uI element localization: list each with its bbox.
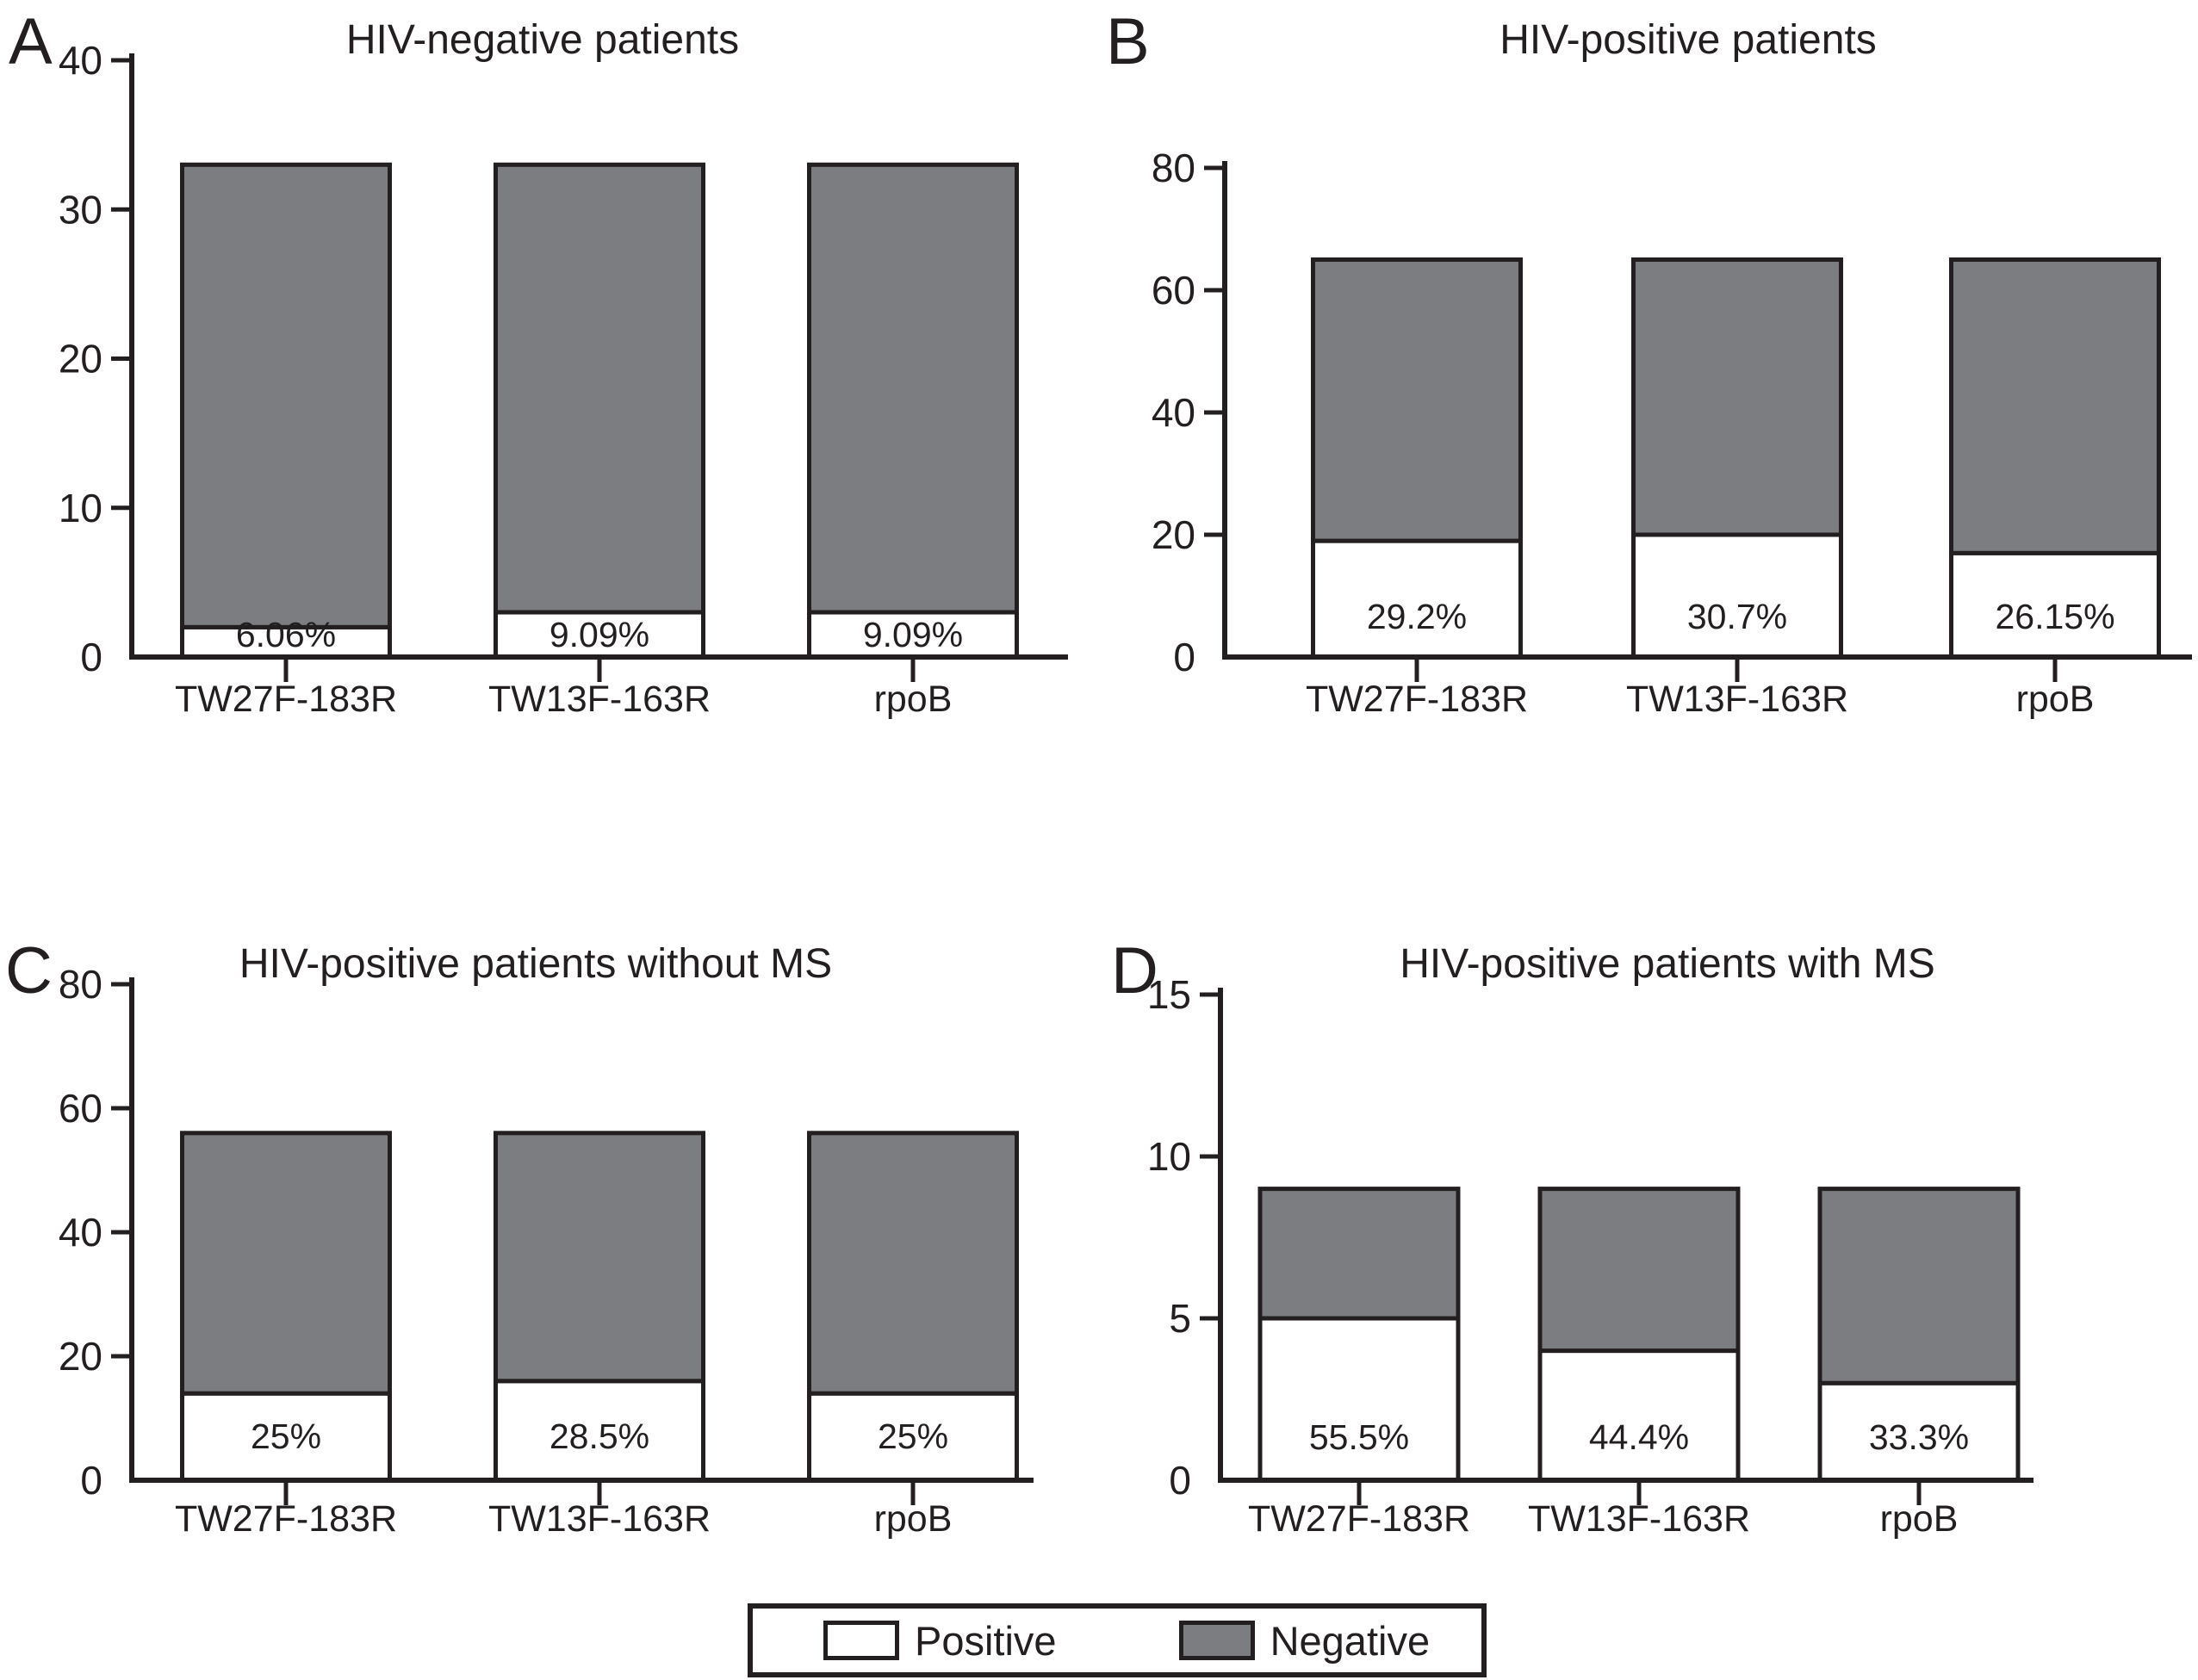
category-label: rpoB xyxy=(874,679,953,720)
bar-segment-positive xyxy=(1257,1316,1461,1483)
panel-d-chart: D HIV-positive patients with MS 0 5 10 15 TW27… xyxy=(1111,934,2033,1540)
bar-segment-negative xyxy=(807,162,1019,615)
bar-percentage-label: 9.09% xyxy=(550,615,649,654)
chart-title: HIV-positive patients xyxy=(1499,17,1877,63)
category-label: rpoB xyxy=(2016,679,2095,720)
y-tick-label: 10 xyxy=(59,486,102,530)
panel-letter: D xyxy=(1111,934,1158,1007)
bar-percentage-label: 28.5% xyxy=(550,1417,649,1456)
bar-segment-negative xyxy=(1817,1187,2021,1386)
bar-segment-negative xyxy=(1311,257,1523,543)
y-tick-label: 80 xyxy=(59,962,102,1007)
bar-segment-positive xyxy=(1537,1348,1741,1483)
panel-letter: A xyxy=(9,5,53,78)
y-tick-label: 40 xyxy=(59,38,102,83)
bar-percentage-label: 44.4% xyxy=(1589,1417,1689,1457)
bar-percentage-label: 9.09% xyxy=(863,615,963,654)
y-tick-label: 30 xyxy=(59,187,102,232)
bar-segment-negative xyxy=(1537,1187,1741,1354)
legend-swatch-positive-icon xyxy=(823,1621,899,1660)
category-label: TW27F-183R xyxy=(175,679,397,720)
y-tick-label: 60 xyxy=(59,1086,102,1131)
y-tick-label: 0 xyxy=(80,635,102,679)
y-tick-label: 0 xyxy=(80,1458,102,1503)
panel-letter: B xyxy=(1106,5,1150,78)
bar-segment-positive xyxy=(494,1379,705,1483)
bar-segment-positive xyxy=(1631,532,1843,660)
legend: Positive Negative xyxy=(748,1603,1487,1677)
panel-a-chart: A HIV-negative patients 0 10 20 30 40 TW27F-183… xyxy=(9,5,1068,720)
bar-percentage-label: 25% xyxy=(878,1417,948,1456)
bar-segment-positive xyxy=(1817,1380,2021,1483)
y-tick-label: 20 xyxy=(59,337,102,381)
bar-segment-negative xyxy=(494,162,705,615)
chart-title: HIV-positive patients without MS xyxy=(239,941,832,987)
category-label: TW13F-163R xyxy=(488,679,711,720)
bar-segment-positive xyxy=(180,1391,392,1483)
y-tick-label: 15 xyxy=(1147,972,1191,1017)
legend-label-negative: Negative xyxy=(1270,1617,1431,1664)
category-label: TW13F-163R xyxy=(488,1498,711,1540)
bar-percentage-label: 29.2% xyxy=(1367,597,1467,636)
y-tick-label: 0 xyxy=(1173,635,1195,679)
y-tick-label: 80 xyxy=(1152,146,1195,190)
category-label: rpoB xyxy=(874,1498,953,1540)
bar-percentage-label: 26.15% xyxy=(1995,597,2114,636)
y-tick-label: 20 xyxy=(1152,512,1195,557)
y-tick-label: 60 xyxy=(1152,268,1195,313)
chart-title: HIV-positive patients with MS xyxy=(1400,941,1935,987)
y-tick-label: 40 xyxy=(1152,390,1195,435)
y-tick-label: 40 xyxy=(59,1210,102,1255)
bar-segment-negative xyxy=(807,1131,1019,1396)
legend-swatch-negative-icon xyxy=(1178,1621,1255,1660)
bar-segment-negative xyxy=(494,1131,705,1384)
bar-percentage-label: 33.3% xyxy=(1869,1417,1969,1457)
bar-segment-negative xyxy=(1949,257,2161,555)
bar-percentage-label: 25% xyxy=(251,1417,321,1456)
bar-percentage-label: 6.06% xyxy=(236,615,336,654)
bar-segment-negative xyxy=(180,1131,392,1396)
y-tick-label: 0 xyxy=(1169,1458,1191,1503)
bar-segment-negative xyxy=(1631,257,1843,537)
bar-segment-negative xyxy=(180,162,392,629)
y-tick-label: 10 xyxy=(1147,1134,1191,1179)
bar-percentage-label: 30.7% xyxy=(1687,597,1787,636)
chart-title: HIV-negative patients xyxy=(346,17,739,63)
category-label: TW13F-163R xyxy=(1626,679,1848,720)
category-label: TW27F-183R xyxy=(175,1498,397,1540)
bar-percentage-label: 55.5% xyxy=(1309,1417,1409,1457)
panel-b-chart: B HIV-positive patients 0 20 40 60 80 TW27F-183… xyxy=(1106,5,2192,720)
y-tick-label: 20 xyxy=(59,1334,102,1379)
y-tick-label: 5 xyxy=(1169,1296,1191,1341)
category-label: rpoB xyxy=(1880,1498,1959,1540)
legend-label-positive: Positive xyxy=(915,1617,1057,1664)
bar-segment-negative xyxy=(1257,1187,1461,1321)
category-label: TW13F-163R xyxy=(1528,1498,1750,1540)
panel-c-chart: C HIV-positive patients without MS 0 20 40 60… xyxy=(5,934,1034,1540)
category-label: TW27F-183R xyxy=(1248,1498,1470,1540)
panel-letter: C xyxy=(5,934,53,1007)
category-label: TW27F-183R xyxy=(1306,679,1528,720)
